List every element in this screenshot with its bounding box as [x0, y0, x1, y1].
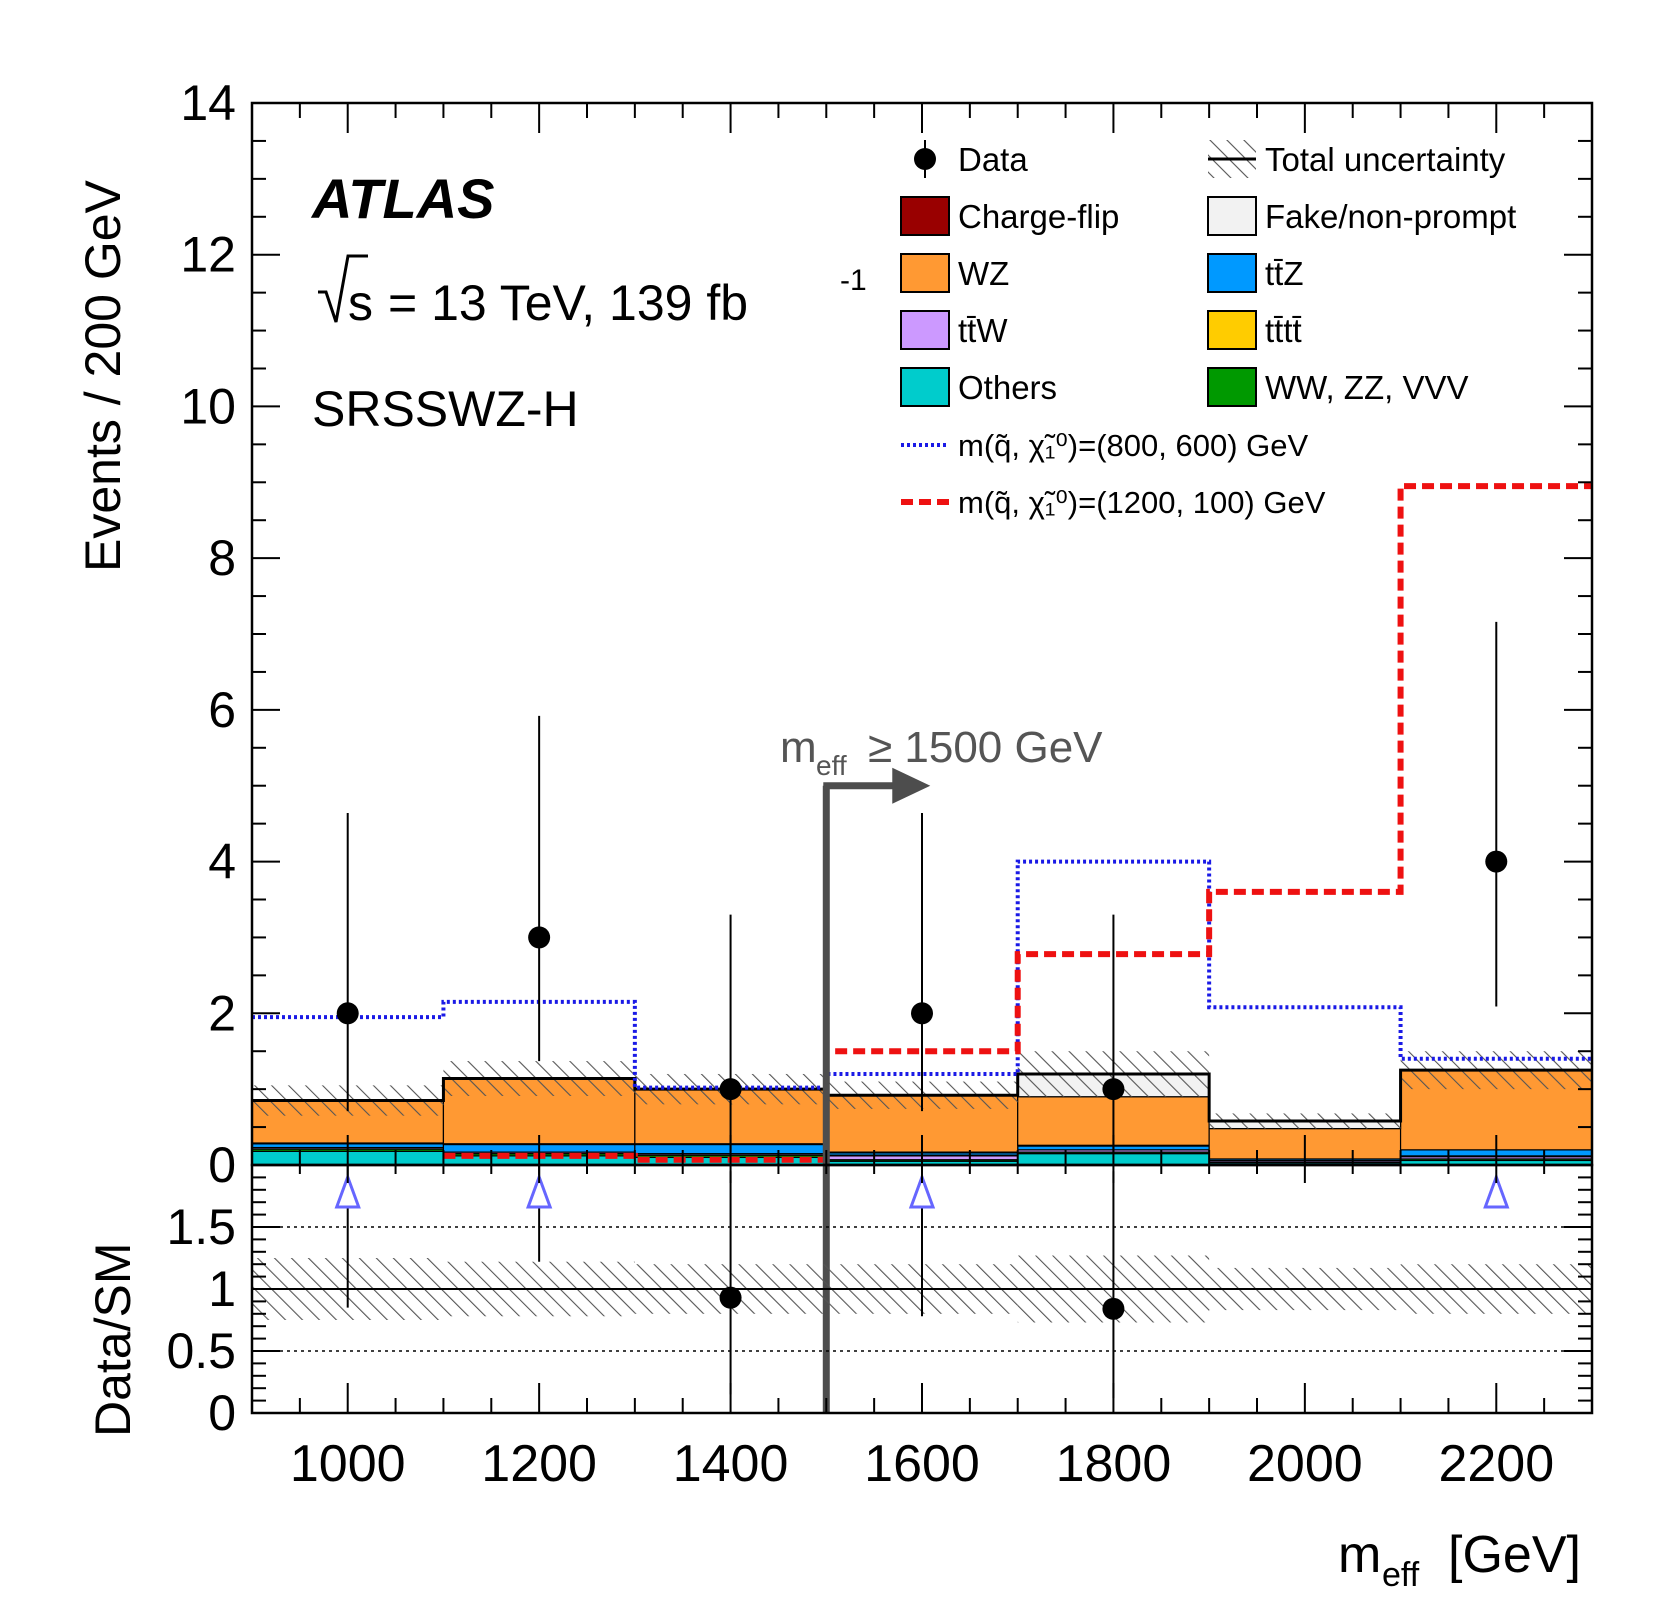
- legend-others: Others: [900, 367, 1057, 407]
- y-axis-title: Events / 200 GeV: [75, 179, 131, 572]
- legend-fake: Fake/non-prompt: [1207, 196, 1516, 236]
- ratio-y-tick-label: 1.5: [166, 1199, 236, 1255]
- y-tick-label: 0: [208, 1137, 236, 1193]
- ratio-point: [719, 1286, 742, 1309]
- signal-lines: [252, 483, 1592, 1163]
- legend: Data Total uncertainty Charge-flip Fake/…: [900, 140, 1516, 520]
- y-tick-label: 12: [180, 227, 236, 283]
- svg-text:WZ: WZ: [958, 255, 1009, 292]
- legend-wz: WZ: [900, 253, 1009, 293]
- svg-text:eff: eff: [816, 750, 847, 781]
- ratio-point: [1102, 1297, 1125, 1320]
- cut-label: m eff ≥ 1500 GeV: [780, 723, 1103, 781]
- legend-signal-800-600: m(q̃, χ̃₁⁰)=(800, 600) GeV: [901, 428, 1308, 463]
- svg-text:m(q̃, χ̃₁⁰)=(800, 600) GeV: m(q̃, χ̃₁⁰)=(800, 600) GeV: [958, 428, 1308, 463]
- ratio-panel: [252, 1165, 1592, 1399]
- y-tick-label: 10: [180, 378, 236, 434]
- legend-charge-flip: Charge-flip: [900, 196, 1119, 236]
- svg-text:tt̄W: tt̄W: [958, 312, 1008, 349]
- svg-text:eff: eff: [1382, 1556, 1420, 1594]
- x-tick-label: 1400: [673, 1435, 789, 1493]
- svg-text:m: m: [1338, 1526, 1381, 1584]
- axes: 0 2 4 6 8 10 12 14 0 0.5 1 1.5 1000 1200 1400 1600 1800 2…: [166, 75, 1594, 1493]
- data-point: [1102, 1078, 1125, 1101]
- legend-vv: WW, ZZ, VVV: [1207, 367, 1469, 407]
- ratio-offscale-marker: [908, 1172, 936, 1209]
- ratio-y-tick-label: 0.5: [166, 1323, 236, 1379]
- svg-text:[GeV]: [GeV]: [1448, 1526, 1581, 1584]
- x-axis-title: m eff [GeV]: [1338, 1526, 1581, 1594]
- energy-label: s = 13 TeV, 139 fb -1: [318, 254, 867, 331]
- y-tick-label: 14: [180, 75, 236, 131]
- legend-ttz: tt̄Z: [1207, 253, 1304, 293]
- legend-ttw: tt̄W: [900, 310, 1008, 350]
- svg-text:Data: Data: [958, 141, 1028, 178]
- legend-signal-1200-100: m(q̃, χ̃₁⁰)=(1200, 100) GeV: [901, 485, 1326, 520]
- atlas-label: ATLAS: [310, 167, 495, 230]
- ratio-y-axis-title: Data/SM: [85, 1242, 141, 1437]
- data-point: [1485, 850, 1508, 873]
- svg-text:s: s: [348, 275, 373, 331]
- x-tick-label: 2000: [1247, 1435, 1363, 1493]
- data-points: [336, 621, 1508, 1153]
- svg-text:tt̄tt̄: tt̄tt̄: [1265, 312, 1302, 349]
- x-tick-label: 1000: [290, 1435, 406, 1493]
- svg-text:Others: Others: [958, 369, 1057, 406]
- y-tick-label: 6: [208, 682, 236, 738]
- svg-text:≥ 1500 GeV: ≥ 1500 GeV: [868, 723, 1103, 772]
- ratio-offscale-marker: [334, 1172, 361, 1209]
- data-point: [719, 1078, 742, 1101]
- y-tick-label: 2: [208, 985, 236, 1041]
- legend-total-unc: Total uncertainty: [1208, 140, 1506, 178]
- svg-text:tt̄Z: tt̄Z: [1265, 255, 1304, 292]
- x-tick-label: 1200: [481, 1435, 597, 1493]
- signal-1200-100-line: [443, 483, 1592, 1163]
- legend-tttt: tt̄tt̄: [1207, 310, 1302, 350]
- y-tick-label: 4: [208, 834, 236, 890]
- x-tick-label: 1600: [864, 1435, 980, 1493]
- svg-text:Charge-flip: Charge-flip: [958, 198, 1119, 235]
- legend-data: Data: [914, 140, 1028, 178]
- svg-text:-1: -1: [840, 264, 867, 297]
- y-tick-label: 8: [208, 530, 236, 586]
- data-point: [911, 1002, 933, 1025]
- ratio-offscale-marker: [1483, 1172, 1510, 1209]
- ratio-y-tick-label: 1: [208, 1261, 236, 1317]
- x-tick-label: 1800: [1056, 1435, 1172, 1493]
- data-point: [528, 926, 551, 949]
- cut-arrow-head: [892, 767, 931, 804]
- svg-text:= 13 TeV, 139 fb: = 13 TeV, 139 fb: [388, 275, 748, 331]
- data-point: [336, 1002, 359, 1025]
- svg-text:m(q̃, χ̃₁⁰)=(1200, 100) GeV: m(q̃, χ̃₁⁰)=(1200, 100) GeV: [958, 485, 1326, 520]
- svg-text:Fake/non-prompt: Fake/non-prompt: [1265, 198, 1516, 235]
- svg-text:m: m: [780, 723, 817, 772]
- ratio-y-tick-label: 0: [208, 1385, 236, 1441]
- region-label: SRSSWZ-H: [312, 381, 579, 437]
- svg-text:WW, ZZ, VVV: WW, ZZ, VVV: [1265, 369, 1469, 406]
- svg-text:Total uncertainty: Total uncertainty: [1265, 141, 1506, 178]
- x-tick-label: 2200: [1438, 1435, 1554, 1493]
- ratio-offscale-marker: [525, 1172, 553, 1209]
